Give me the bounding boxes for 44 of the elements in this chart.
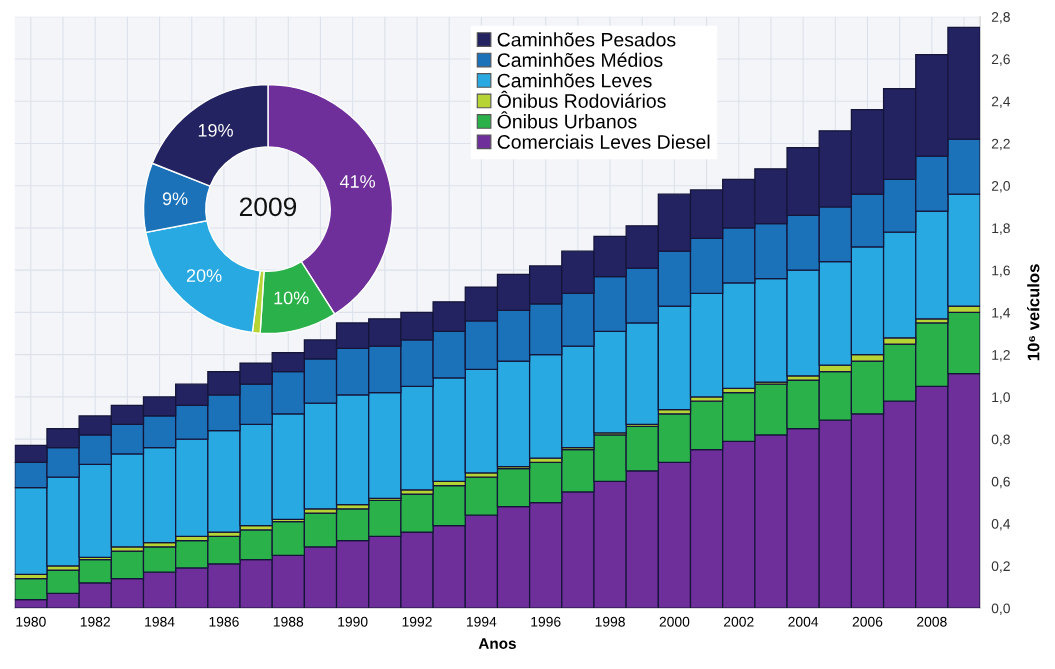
y-tick-label: 1,6 (992, 265, 1010, 277)
y-tick-label: 2,8 (991, 12, 1010, 24)
x-tick-label: 1986 (209, 616, 239, 627)
data-label: 10% (274, 291, 309, 305)
annotation: 2009 (239, 197, 297, 217)
x-tick-label: 2000 (659, 616, 690, 627)
data-label: 20% (186, 269, 222, 282)
legend-label: Caminhões Médios (497, 52, 663, 68)
x-tick-label: 1980 (16, 616, 46, 627)
y-tick-label: 1,0 (992, 392, 1010, 404)
y-tick-label: 2,6 (991, 54, 1010, 66)
x-tick-label: 1988 (273, 616, 304, 627)
x-tick-label: 2002 (724, 616, 754, 627)
y-tick-label: 0,6 (991, 476, 1010, 489)
y-tick-label: 2,2 (991, 138, 1010, 151)
x-tick-label: 1998 (595, 616, 625, 627)
y-tick-label: 0,2 (991, 561, 1010, 573)
x-tick-label: 1990 (338, 616, 368, 627)
x-tick-label: 2008 (917, 616, 947, 627)
y-tick-label: 1,2 (992, 350, 1010, 362)
x-tick-label: 1982 (80, 616, 110, 627)
y-tick-label: 1,4 (992, 307, 1011, 320)
x-tick-label: 1994 (466, 616, 497, 627)
legend-label: Comerciais Leves Diesel (497, 134, 710, 149)
data-label: 9% (162, 192, 188, 206)
y-tick-label: 2,0 (991, 181, 1010, 193)
legend-label: Ônibus Rodoviários (497, 90, 666, 108)
data-label: 19% (198, 123, 233, 137)
x-tick-label: 1996 (531, 616, 561, 627)
y-tick-label: 2,4 (991, 96, 1011, 109)
y-tick-label: 1,8 (992, 223, 1010, 235)
data-label: 41% (339, 175, 376, 188)
legend-label: Caminhões Leves (497, 73, 652, 88)
x-tick-label: 1984 (145, 616, 175, 627)
y-tick-label: 0,8 (991, 434, 1010, 446)
x-tick-label: 2006 (852, 616, 883, 627)
x-tick-label: 1992 (402, 616, 432, 627)
x-tick-label: 2004 (788, 616, 819, 627)
legend-label: Caminhões Pesados (497, 32, 676, 47)
y-tick-label: 0,0 (991, 603, 1010, 615)
y-tick-label: 0,4 (991, 518, 1011, 531)
x-axis-title: Anos (478, 638, 516, 649)
y-axis-title: 10⁶ veículos (1027, 264, 1040, 361)
legend-label: Ônibus Urbanos (497, 111, 637, 129)
